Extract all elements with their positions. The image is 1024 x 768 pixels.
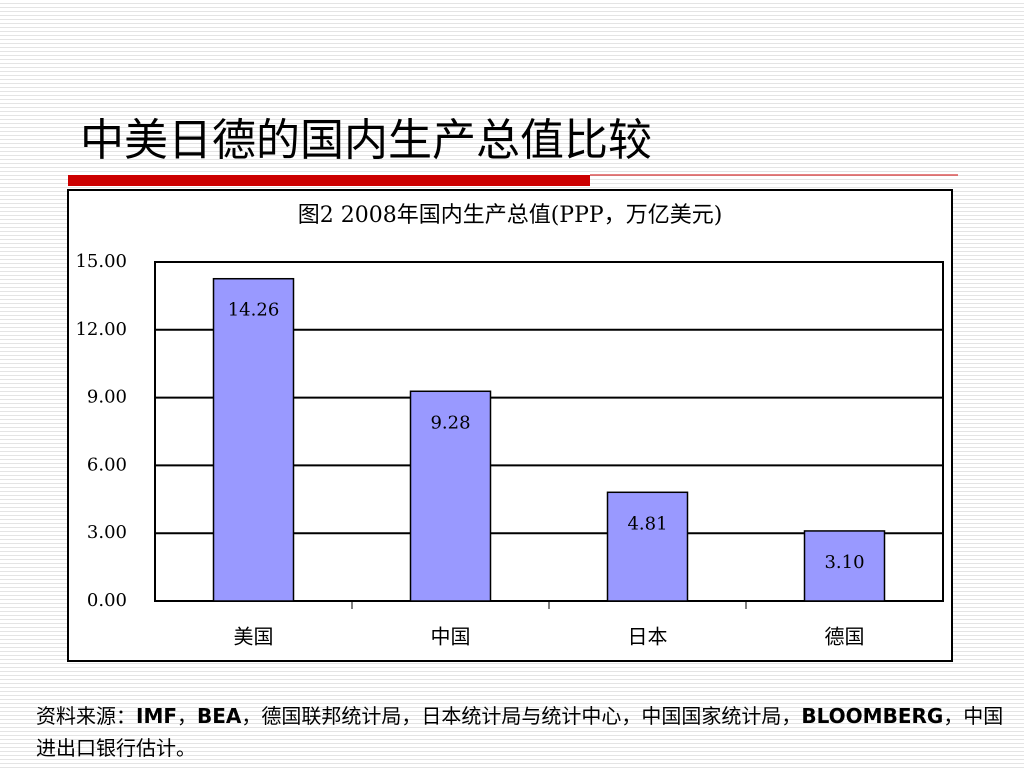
source-text: ， [177,704,198,728]
source-text: BEA [197,704,242,728]
value-label: 14.26 [228,300,280,321]
x-tick-label: 日本 [628,625,668,649]
bar [212,277,295,602]
bar [409,390,492,602]
y-tick-label: 9.00 [87,387,127,408]
y-tick-label: 15.00 [75,251,127,272]
slide-title: 中美日德的国内生产总值比较 [80,115,652,166]
source-text: 资料来源： [36,704,136,728]
source-text: IMF [136,704,178,728]
y-tick-label: 3.00 [87,522,127,543]
bar [606,491,689,602]
y-tick-label: 12.00 [75,319,127,340]
x-tick-label: 德国 [825,625,865,649]
value-label: 3.10 [824,552,864,573]
source-text: ，德国联邦统计局，日本统计局与统计中心，中国国家统计局， [241,704,802,728]
source-text: BLOOMBERG [801,704,944,728]
x-tick-label: 美国 [234,625,274,649]
source-note: 资料来源：IMF，BEA，德国联邦统计局，日本统计局与统计中心，中国国家统计局，… [36,700,1016,764]
y-tick-label: 0.00 [87,590,127,611]
x-tick-label: 中国 [431,625,471,649]
value-label: 4.81 [627,513,667,534]
chart-title: 图2 2008年国内生产总值(PPP，万亿美元) [298,203,723,228]
chart: 图2 2008年国内生产总值(PPP，万亿美元) 0.00 3.00 6.00 9.0… [67,174,958,662]
y-tick-label: 6.00 [87,454,127,475]
value-label: 9.28 [430,412,470,433]
bar [803,530,886,602]
accent-bar [68,175,590,186]
source-text: ，中国进出口银行估计。 [36,704,1004,760]
